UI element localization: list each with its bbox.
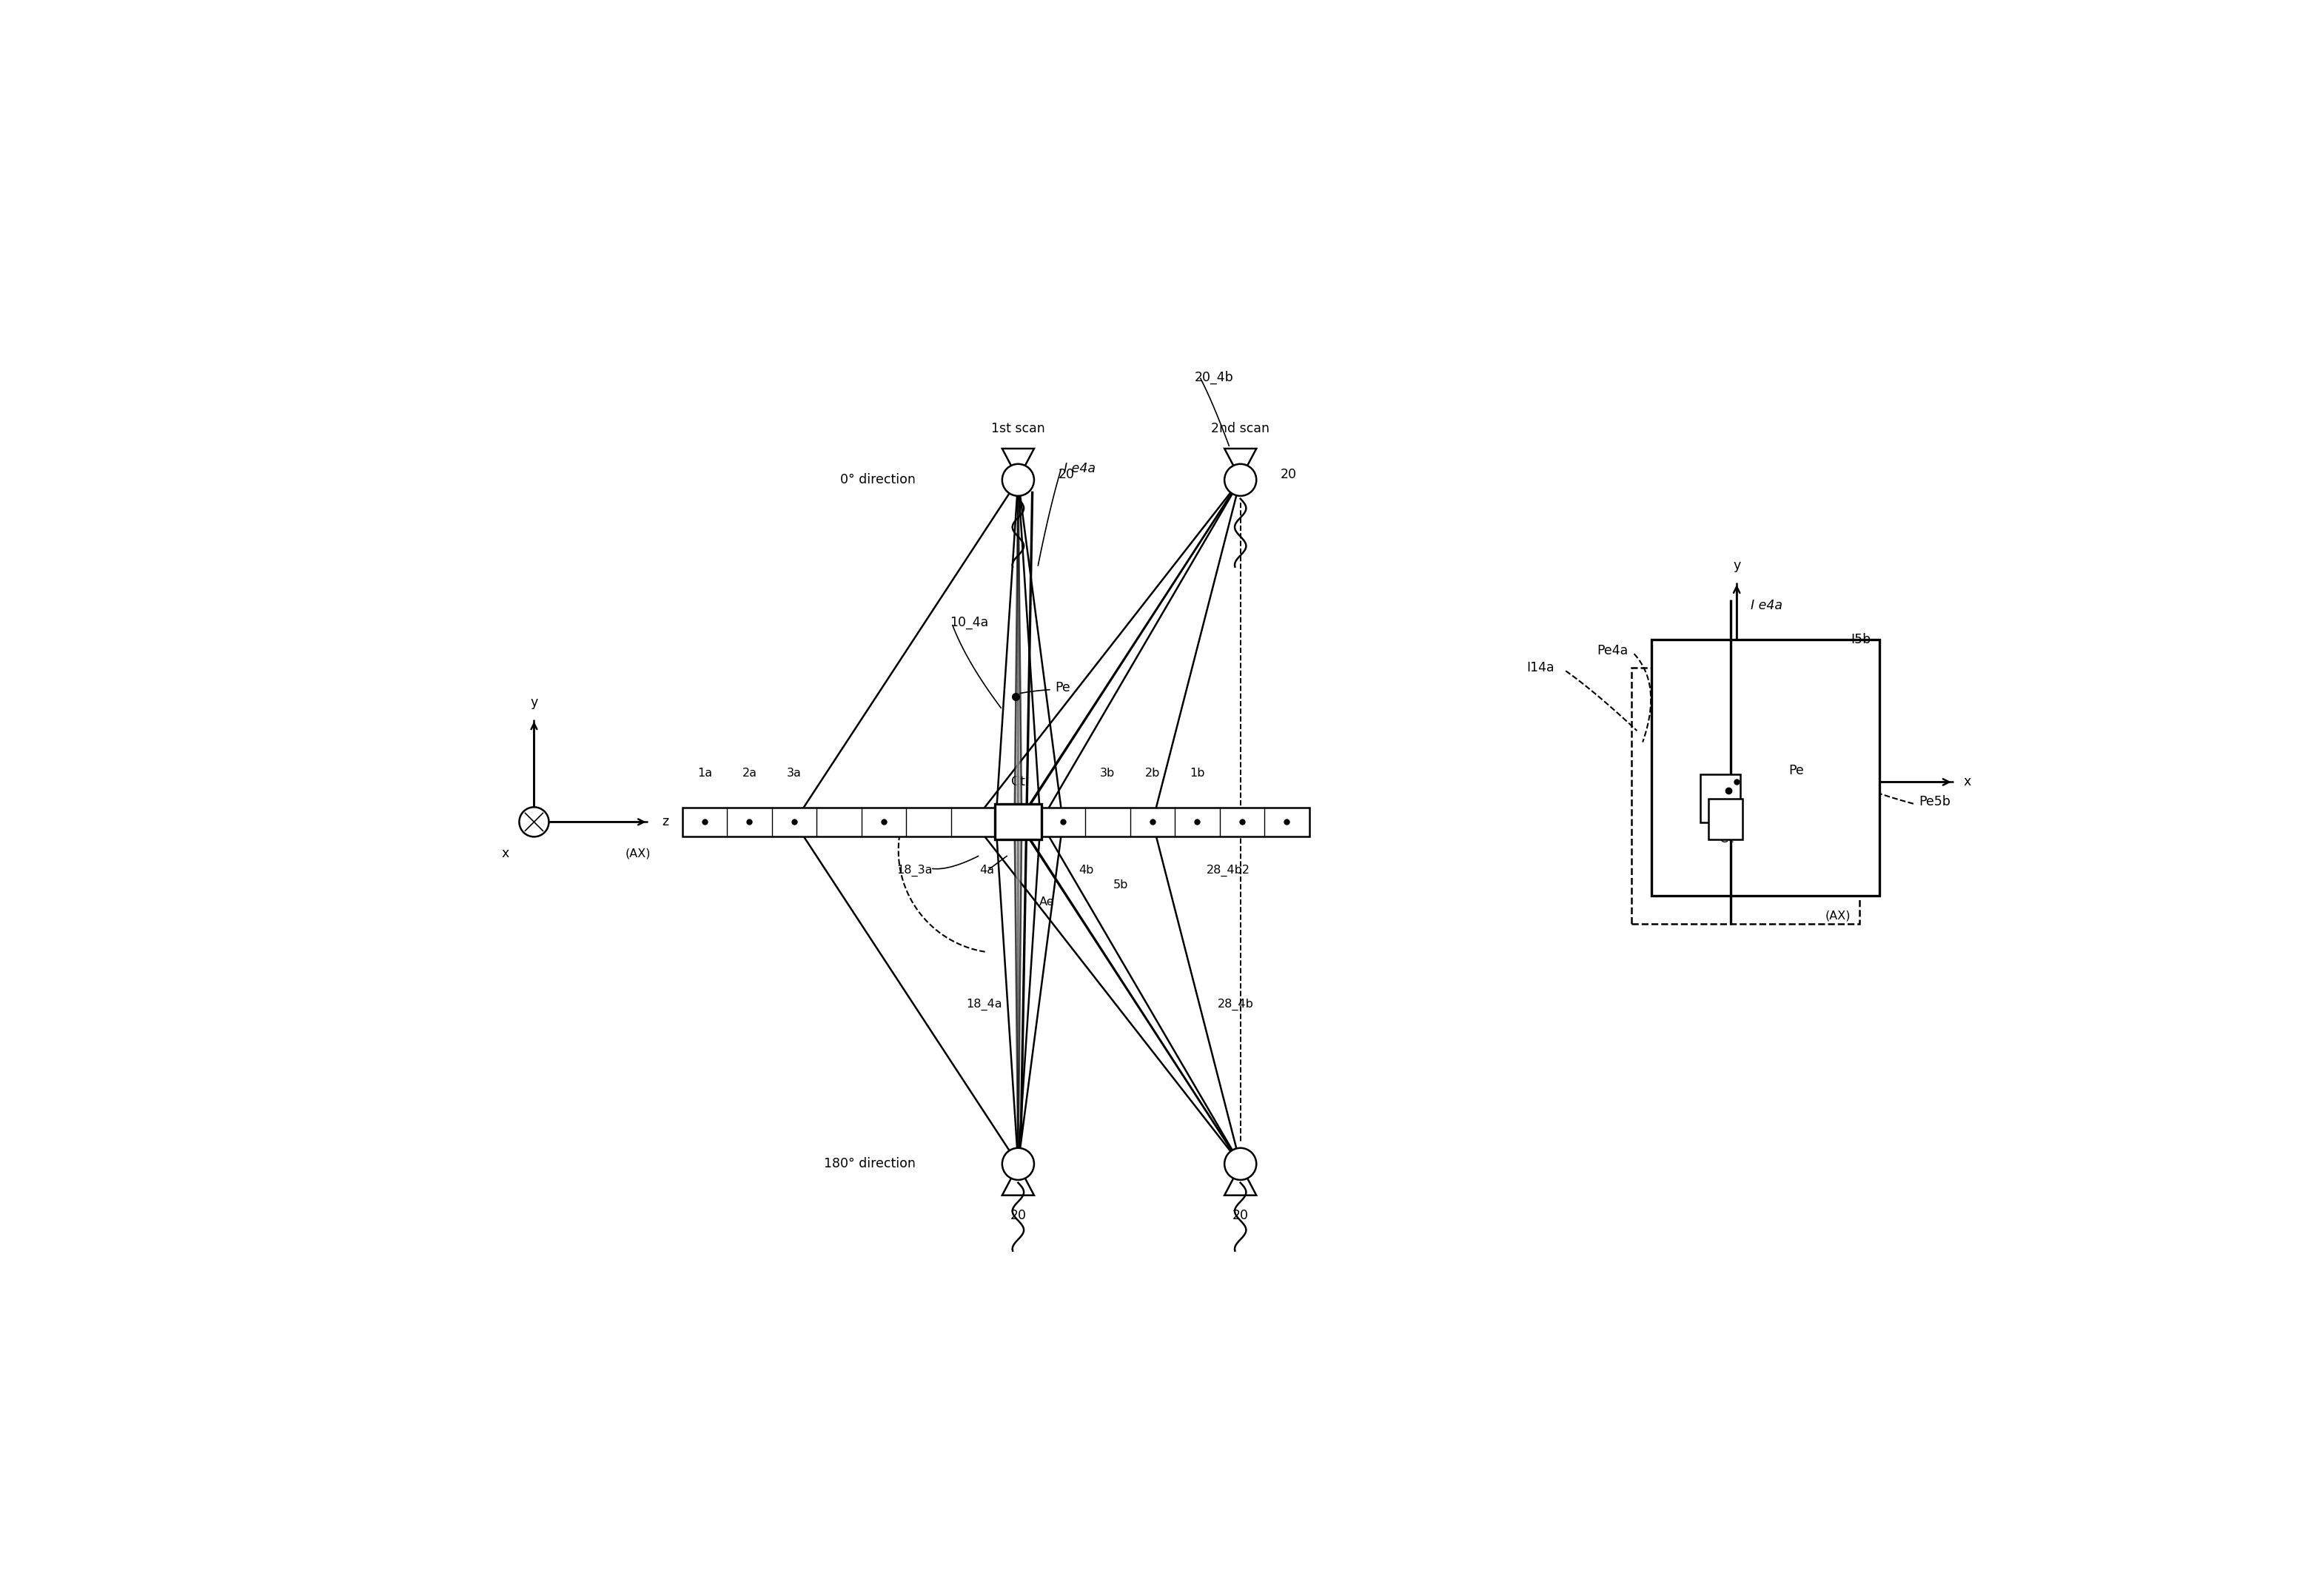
Bar bbox=[1650, 640, 1879, 895]
Text: I e4a: I e4a bbox=[1063, 461, 1095, 476]
Polygon shape bbox=[1003, 1165, 1033, 1195]
Text: 2nd scan: 2nd scan bbox=[1211, 421, 1269, 436]
Text: I5b: I5b bbox=[1851, 634, 1872, 646]
Circle shape bbox=[1003, 1148, 1033, 1179]
Text: 1st scan: 1st scan bbox=[991, 421, 1045, 436]
Text: Pe: Pe bbox=[1056, 681, 1070, 694]
Text: 28_4b2: 28_4b2 bbox=[1206, 865, 1250, 876]
Text: 5b: 5b bbox=[1114, 879, 1128, 891]
Polygon shape bbox=[1225, 448, 1257, 479]
Text: 2a: 2a bbox=[742, 768, 756, 779]
Text: 1a: 1a bbox=[698, 768, 712, 779]
Circle shape bbox=[1225, 464, 1257, 496]
Text: (AX): (AX) bbox=[626, 847, 652, 859]
Text: I14a: I14a bbox=[1528, 661, 1555, 675]
Text: Pe5b: Pe5b bbox=[1918, 795, 1950, 809]
Text: Ae: Ae bbox=[1040, 897, 1054, 907]
Text: 2b: 2b bbox=[1144, 768, 1160, 779]
Text: 3a: 3a bbox=[786, 768, 802, 779]
Text: 18_4a: 18_4a bbox=[966, 999, 1003, 1010]
Text: z: z bbox=[1819, 884, 1826, 897]
Text: I e4a: I e4a bbox=[1752, 598, 1782, 611]
Text: x: x bbox=[1964, 776, 1971, 788]
Bar bbox=[682, 808, 1310, 836]
Bar bbox=[1708, 798, 1742, 839]
Circle shape bbox=[1225, 1148, 1257, 1179]
Text: 4b: 4b bbox=[1079, 865, 1093, 876]
Text: 20: 20 bbox=[1280, 468, 1296, 480]
Text: Pe: Pe bbox=[1789, 764, 1805, 777]
Text: x: x bbox=[501, 846, 508, 860]
Polygon shape bbox=[1015, 480, 1021, 808]
Text: 1b: 1b bbox=[1190, 768, 1204, 779]
Bar bbox=[994, 804, 1042, 839]
Text: 180° direction: 180° direction bbox=[823, 1157, 915, 1170]
Text: Ct: Ct bbox=[1719, 833, 1733, 846]
Text: 4a: 4a bbox=[980, 865, 994, 876]
Text: 28_4b: 28_4b bbox=[1218, 999, 1255, 1010]
Text: 3b: 3b bbox=[1100, 768, 1116, 779]
Text: Pe4a: Pe4a bbox=[1597, 645, 1629, 658]
Text: 18_3a: 18_3a bbox=[897, 865, 934, 876]
Text: 10_4a: 10_4a bbox=[950, 616, 989, 629]
Circle shape bbox=[520, 808, 548, 836]
Text: 20: 20 bbox=[1232, 1208, 1248, 1223]
Text: (AX): (AX) bbox=[1826, 910, 1851, 921]
Text: y: y bbox=[1733, 559, 1740, 571]
Text: 20: 20 bbox=[1058, 468, 1075, 480]
Text: y: y bbox=[529, 696, 538, 709]
Text: 0° direction: 0° direction bbox=[841, 474, 915, 487]
Text: 20: 20 bbox=[1010, 1208, 1026, 1223]
Text: 20_4b: 20_4b bbox=[1195, 370, 1234, 385]
Polygon shape bbox=[1015, 836, 1021, 1163]
Text: Ct: Ct bbox=[1012, 776, 1026, 788]
Circle shape bbox=[1003, 464, 1033, 496]
Polygon shape bbox=[1225, 1165, 1257, 1195]
Polygon shape bbox=[1003, 448, 1033, 479]
Bar bbox=[1632, 667, 1860, 924]
Text: z: z bbox=[661, 816, 668, 828]
Bar bbox=[1701, 774, 1740, 822]
